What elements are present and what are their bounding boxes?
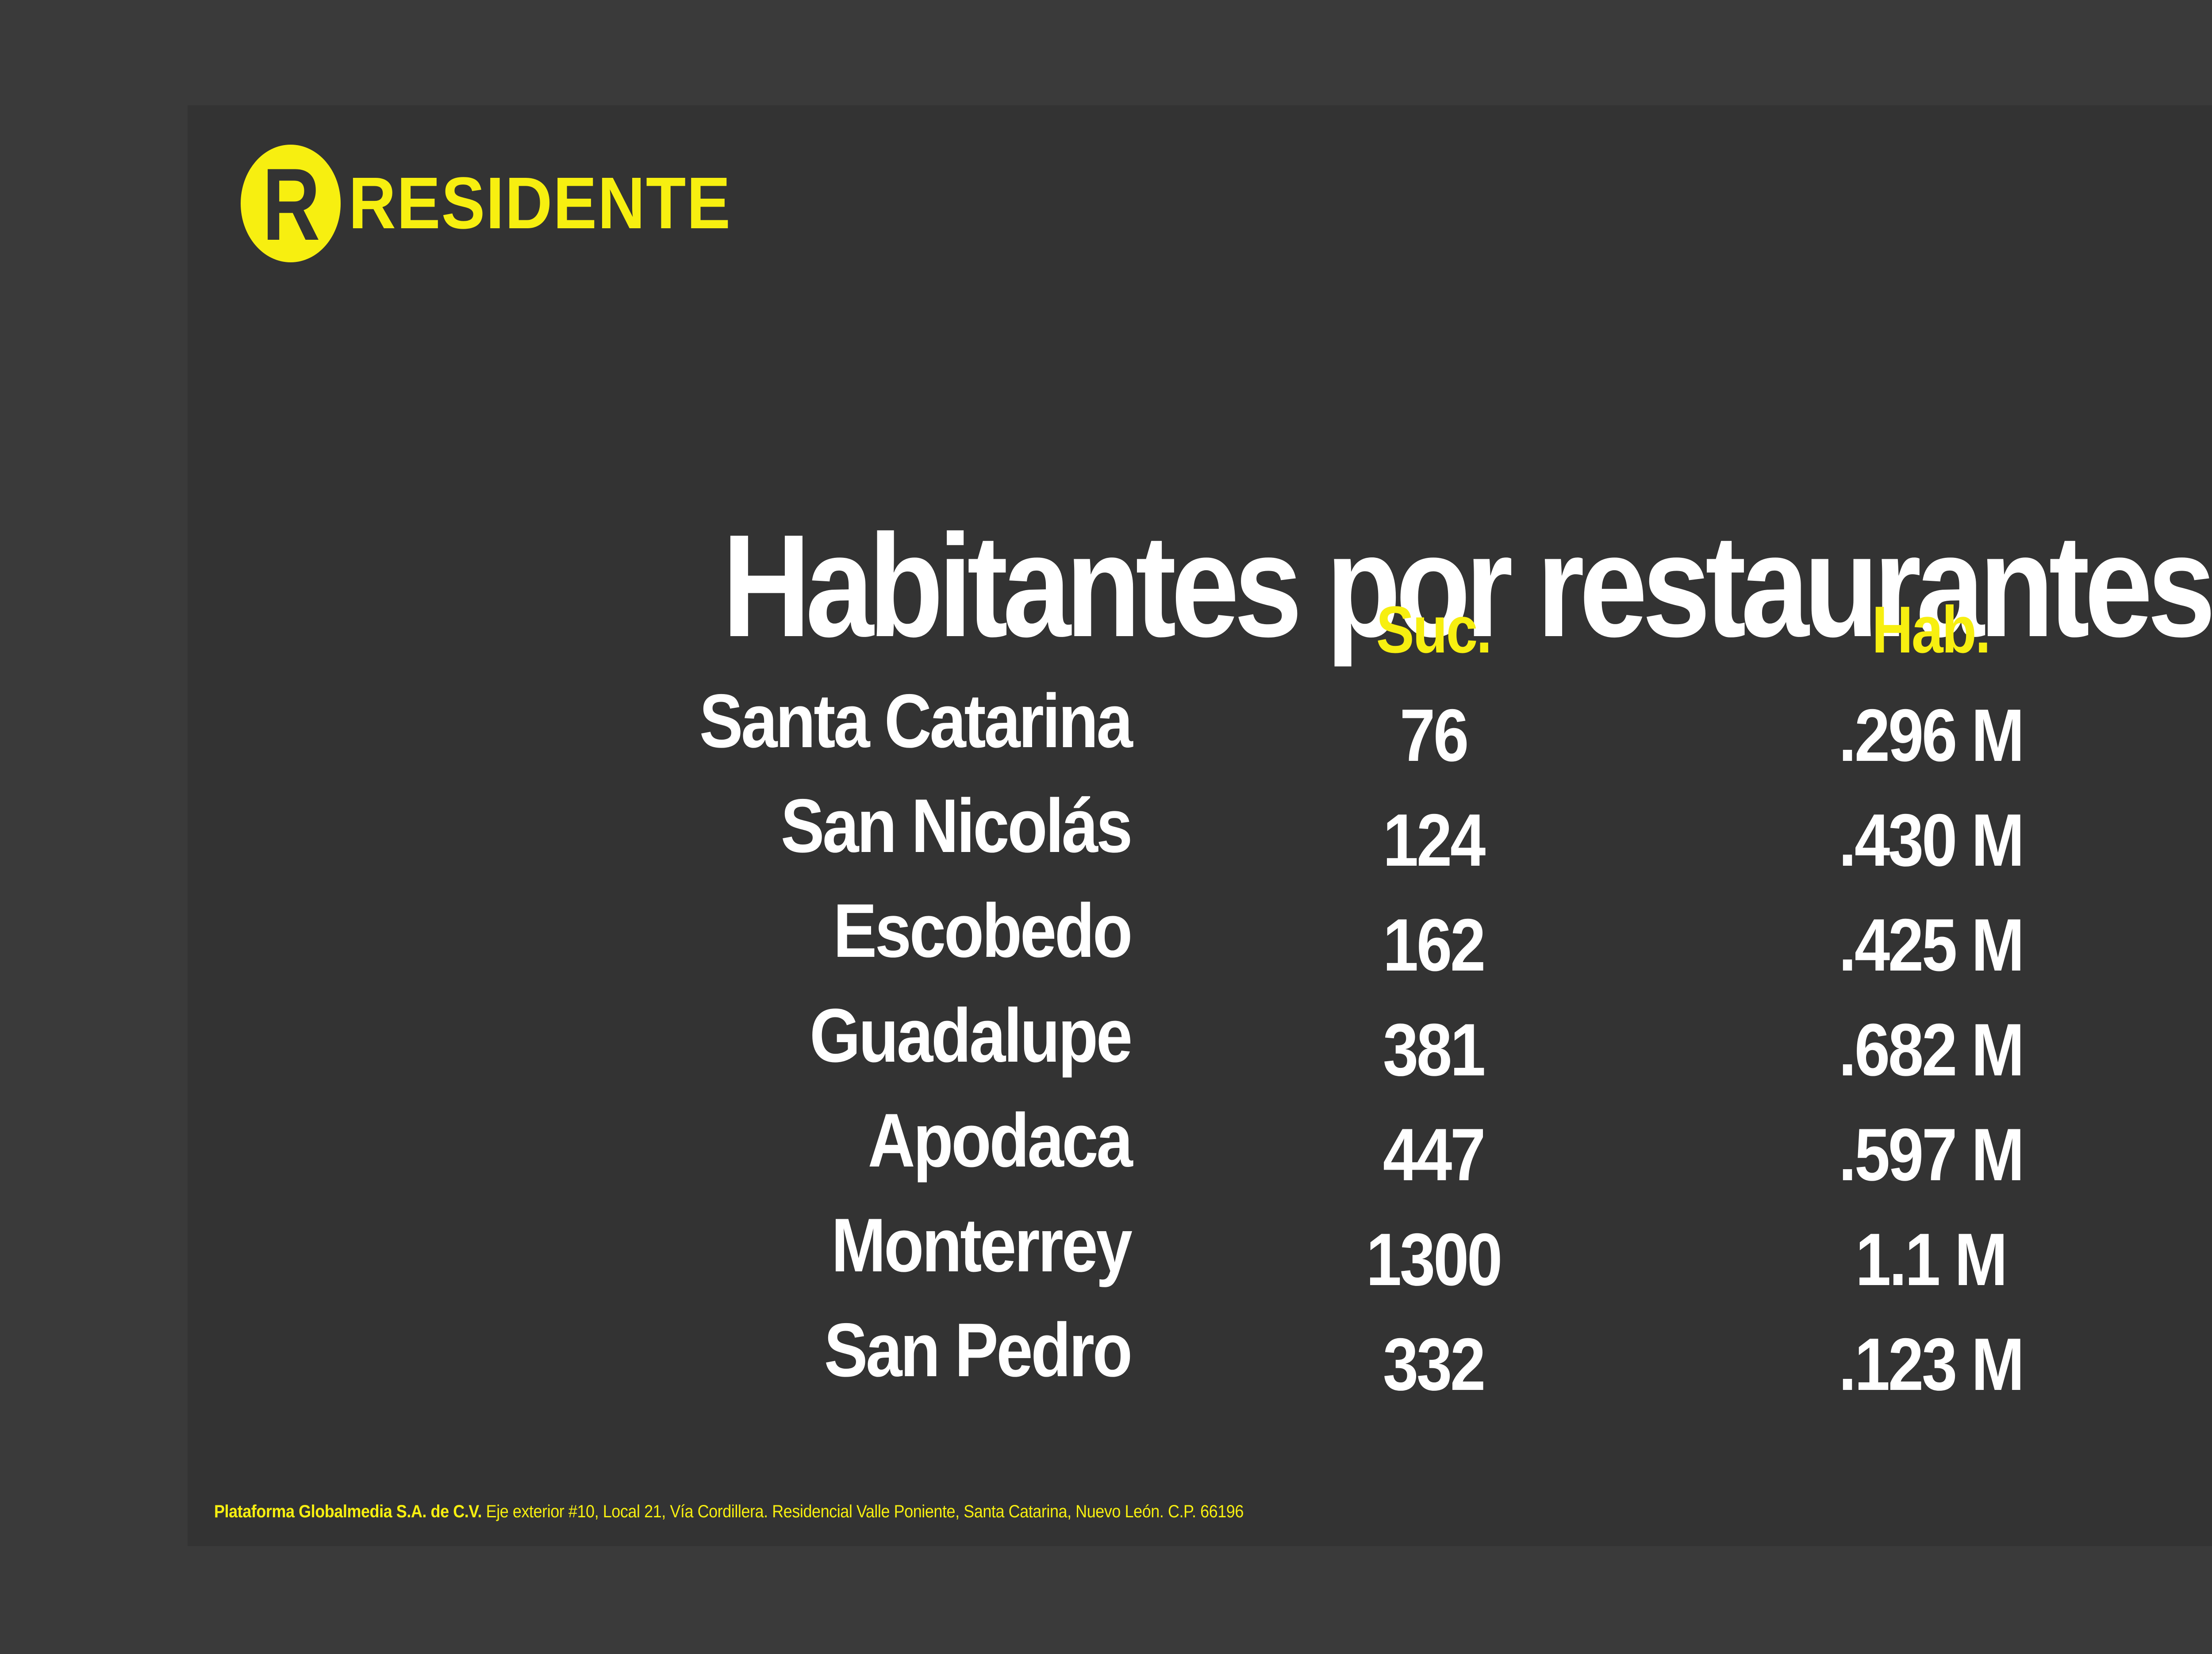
column-header-suc: Suc.: [1376, 592, 1492, 667]
column-header-hab: Hab.: [1872, 592, 1991, 667]
cell-hab: .430 M: [1839, 798, 2024, 882]
page-title: Habitantes por restaurantes: [722, 504, 2212, 668]
cell-suc: 124: [1382, 798, 1486, 882]
row-label: San Nicolás: [780, 783, 1133, 868]
row-label: Apodaca: [868, 1098, 1133, 1183]
row-label: Escobedo: [833, 888, 1133, 973]
footer-address: Eje exterior #10, Local 21, Vía Cordille…: [486, 1502, 1244, 1521]
row-label: Guadalupe: [810, 993, 1133, 1078]
table-header-row: Suc. Hab. P.C.: [188, 596, 2212, 683]
cell-suc: 76: [1399, 694, 1469, 777]
brand-logo: R RESIDENTE: [241, 142, 731, 265]
footer-company-name: Plataforma Globalmedia S.A. de C.V.: [214, 1502, 482, 1521]
row-label: San Pedro: [824, 1308, 1133, 1393]
row-label: Santa Catarina: [699, 679, 1133, 764]
cell-hab: .682 M: [1839, 1008, 2024, 1091]
table-row: Santa Catarina 76 .296 M 3,907: [188, 683, 2212, 788]
cell-suc: 162: [1382, 903, 1486, 986]
data-table: Suc. Hab. P.C. Santa Catarina 76 .296 M …: [188, 596, 2212, 1417]
table-row: San Nicolás 124 .430 M 3,468: [188, 788, 2212, 893]
cell-hab: .425 M: [1839, 903, 2024, 986]
table-row: Apodaca 447 .597 M 1,336: [188, 1102, 2212, 1207]
content-panel: R RESIDENTE residente.mx Habitantes por …: [188, 105, 2212, 1546]
cell-hab: .123 M: [1839, 1323, 2024, 1406]
cell-suc: 1300: [1366, 1218, 1503, 1301]
residente-circle-icon: R: [241, 145, 341, 262]
table-row: San Pedro 332 .123 M 370: [188, 1312, 2212, 1417]
cell-hab: .597 M: [1839, 1113, 2024, 1196]
cell-suc: 332: [1382, 1323, 1486, 1406]
cell-suc: 381: [1382, 1008, 1486, 1091]
brand-mark-letter: R: [262, 147, 320, 262]
cell-hab: 1.1 M: [1855, 1218, 2008, 1301]
table-row: Escobedo 162 .425 M 2,624: [188, 893, 2212, 998]
cell-suc: 447: [1382, 1113, 1486, 1196]
row-label: Monterrey: [831, 1203, 1133, 1288]
table-row: Guadalupe 381 .682 M 1,792: [188, 998, 2212, 1102]
cell-hab: .296 M: [1839, 694, 2024, 777]
brand-wordmark: RESIDENTE: [349, 162, 732, 244]
footer-legal: Plataforma Globalmedia S.A. de C.V. Eje …: [214, 1503, 1244, 1520]
table-row: Monterrey 1300 1.1 M 853: [188, 1207, 2212, 1312]
